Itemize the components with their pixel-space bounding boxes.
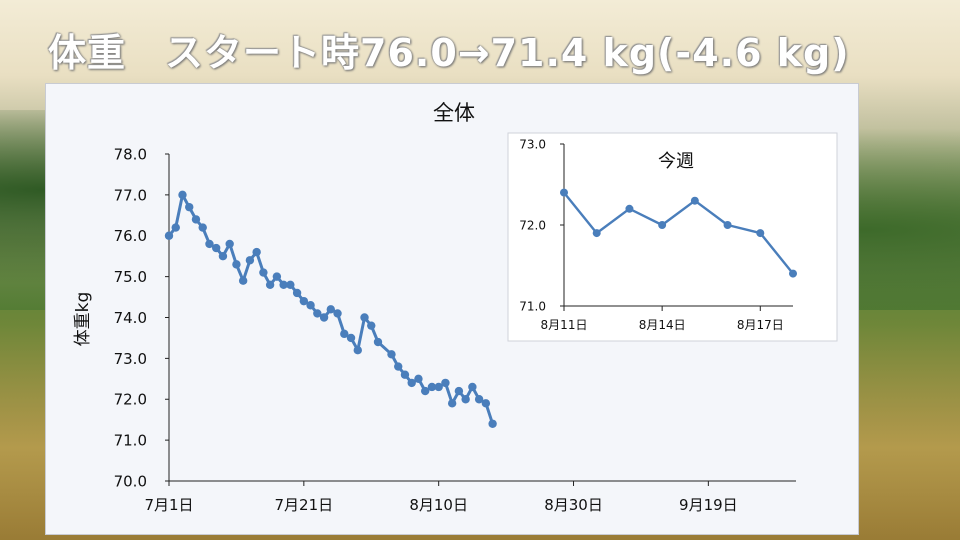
main-data-point [232, 260, 241, 269]
main-data-point [441, 378, 450, 388]
inset-data-point [658, 221, 667, 229]
inset-data-point [723, 221, 732, 229]
main-data-point [218, 251, 228, 261]
main-data-point [292, 288, 302, 298]
main-data-point [434, 382, 443, 392]
main-data-point [299, 296, 309, 306]
main-x-tick-label: 9月19日 [679, 496, 738, 514]
main-data-point [326, 305, 336, 314]
main-data-point [272, 272, 282, 281]
main-data-point [259, 268, 268, 277]
main-data-point [360, 313, 369, 322]
main-data-point [427, 382, 437, 392]
main-y-tick-label: 72.0 [114, 391, 147, 409]
main-data-point [474, 395, 484, 404]
main-y-tick-label: 73.0 [114, 350, 147, 368]
main-data-point [171, 223, 180, 232]
main-x-tick-label: 7月1日 [144, 496, 193, 514]
page-headline: 体重 スタート時76.0→71.4 kg(-4.6 kg) [48, 31, 850, 75]
main-data-point [488, 419, 497, 428]
main-x-tick-label: 7月21日 [275, 496, 334, 514]
main-y-tick-label: 76.0 [114, 227, 147, 245]
main-data-point [353, 346, 362, 355]
inset-y-tick-label: 73.0 [519, 137, 546, 151]
inset-series-line [563, 191, 794, 275]
main-data-point [346, 333, 356, 343]
main-y-tick-label: 78.0 [114, 145, 147, 163]
main-x-tick-label: 8月30日 [544, 496, 603, 514]
main-data-point [454, 386, 464, 396]
inset-title: 今週 [658, 151, 694, 172]
main-data-point [367, 321, 376, 330]
main-y-tick-label: 70.0 [114, 472, 147, 490]
inset-y-tick-label: 71.0 [519, 299, 546, 313]
inset-data-point [789, 269, 797, 278]
inset-data-point [690, 196, 699, 205]
main-data-point [252, 247, 261, 257]
main-data-point [340, 329, 349, 339]
inset-x-tick-label: 8月11日 [541, 318, 588, 332]
inset-data-point [625, 204, 634, 213]
inset-data-point [592, 229, 601, 238]
main-data-point [191, 215, 201, 224]
main-data-point [373, 337, 383, 347]
main-data-point [407, 378, 416, 388]
main-data-point [387, 350, 396, 359]
main-data-point [164, 231, 174, 240]
main-data-point [225, 239, 234, 249]
main-y-axis-label: 体重kg [73, 292, 93, 347]
main-data-point [468, 382, 477, 392]
main-y-tick-label: 74.0 [114, 309, 147, 327]
main-data-point [286, 280, 295, 289]
main-data-point [420, 386, 430, 396]
main-data-point [238, 276, 248, 285]
main-data-point [178, 190, 187, 200]
main-data-point [481, 399, 491, 408]
main-title: 全体 [433, 101, 475, 125]
main-y-tick-label: 75.0 [114, 268, 147, 286]
main-y-tick-label: 71.0 [114, 432, 147, 450]
main-data-point [265, 280, 275, 289]
weight-charts: 70.0 71.0 72.0 73.0 74.0 75.0 76.0 77.0 78.0 7月1日… [73, 101, 838, 514]
main-data-point [400, 370, 410, 379]
main-data-point [306, 301, 315, 310]
main-data-point [211, 243, 221, 253]
inset-data-point [560, 188, 568, 197]
main-y-tick-label: 77.0 [114, 186, 147, 204]
main-data-point [185, 202, 194, 212]
main-data-point [205, 239, 214, 249]
inset-data-point [756, 229, 765, 238]
inset-x-tick-label: 8月17日 [737, 318, 784, 332]
main-data-point [279, 280, 288, 289]
main-data-point [319, 313, 329, 322]
main-data-point [245, 256, 255, 265]
inset-x-tick-label: 8月14日 [639, 318, 686, 332]
main-data-point [313, 309, 322, 318]
main-data-point [461, 395, 470, 404]
chart-panel: 70.0 71.0 72.0 73.0 74.0 75.0 76.0 77.0 78.0 7月1日… [45, 83, 859, 535]
main-data-point [394, 362, 403, 371]
main-data-point [333, 309, 342, 318]
inset-y-tick-label: 72.0 [519, 218, 546, 232]
main-data-point [447, 399, 457, 408]
main-x-tick-label: 8月10日 [409, 496, 468, 514]
main-data-point [198, 223, 207, 232]
main-data-point [414, 374, 423, 384]
